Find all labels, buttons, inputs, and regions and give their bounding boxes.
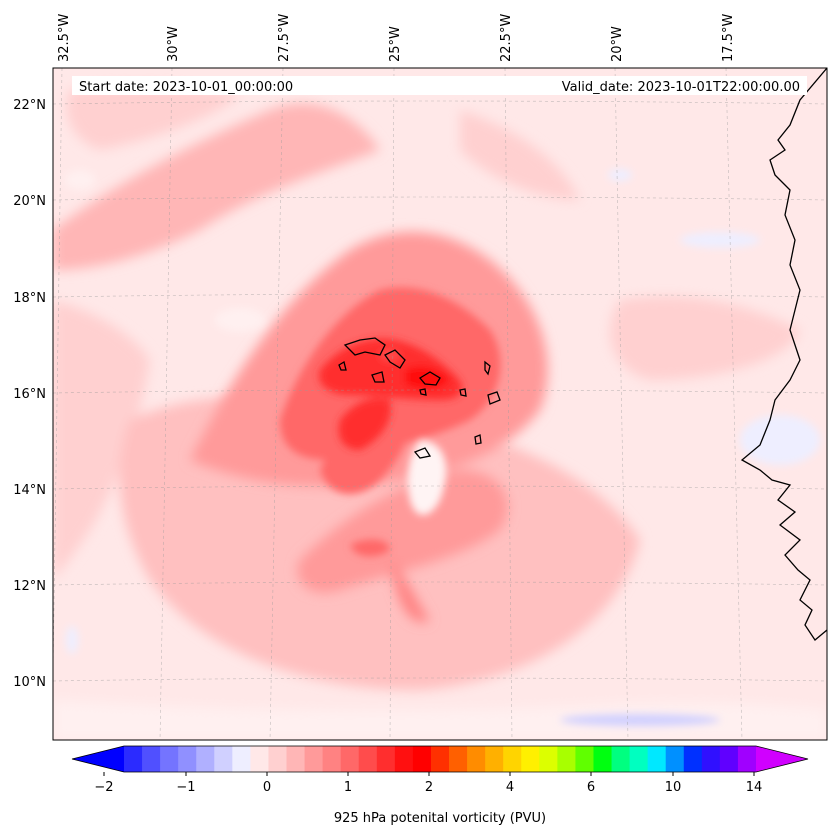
lon-label: 17.5°W xyxy=(721,14,736,62)
colorbar-swatch xyxy=(521,746,540,772)
colorbar-swatch xyxy=(394,746,414,772)
colorbar-swatch xyxy=(485,746,504,772)
colorbar-tick-label: 4 xyxy=(506,780,514,795)
colorbar-swatch xyxy=(286,746,306,772)
lon-label: 27.5°W xyxy=(277,14,292,62)
colorbar-tick-label: −2 xyxy=(94,780,113,795)
colorbar-swatch xyxy=(340,746,360,772)
colorbar-swatch xyxy=(683,746,703,772)
colorbar-swatch xyxy=(467,746,486,772)
colorbar: −2 −1 0 1 2 4 6 10 14 xyxy=(71,745,809,795)
colorbar-swatch xyxy=(376,746,396,772)
colorbar-tick-label: 6 xyxy=(587,780,595,795)
lat-label: 10°N xyxy=(13,675,46,690)
colorbar-swatch xyxy=(124,746,143,772)
colorbar-swatch xyxy=(449,746,468,772)
colorbar-swatch xyxy=(719,746,739,772)
lon-label: 32.5°W xyxy=(57,14,72,62)
colorbar-swatch xyxy=(503,746,522,772)
pv-low-slot xyxy=(65,170,447,515)
colorbar-swatch xyxy=(737,746,757,772)
colorbar-outline xyxy=(71,745,809,773)
colorbar-label: 925 hPa potenital vorticity (PVU) xyxy=(334,811,546,826)
valid-date-label: Valid_date: 2023-10-01T22:00:00.00 xyxy=(562,80,800,95)
lat-label: 14°N xyxy=(13,483,46,498)
colorbar-swatch xyxy=(178,746,197,772)
colorbar-swatch xyxy=(701,746,721,772)
lon-label: 20°W xyxy=(610,26,625,62)
longitude-labels: 32.5°W 30°W 27.5°W 25°W 22.5°W 20°W 17.5… xyxy=(57,14,736,62)
colorbar-swatch xyxy=(322,746,342,772)
colorbar-swatch xyxy=(268,746,288,772)
colorbar-swatch xyxy=(214,746,233,772)
lon-label: 22.5°W xyxy=(499,14,514,62)
colorbar-tick-label: 1 xyxy=(344,780,352,795)
colorbar-swatch xyxy=(539,746,558,772)
colorbar-tick-label: 14 xyxy=(746,780,763,795)
colorbar-swatch xyxy=(430,746,450,772)
colorbar-swatch xyxy=(142,746,161,772)
lat-label: 18°N xyxy=(13,291,46,306)
pv-negative-patches xyxy=(66,169,820,726)
colorbar-swatch xyxy=(358,746,378,772)
colorbar-swatch xyxy=(575,746,594,772)
date-banner xyxy=(72,76,807,95)
colorbar-arrow-high xyxy=(756,746,808,772)
colorbar-swatch xyxy=(196,746,215,772)
colorbar-swatch xyxy=(232,746,251,772)
lat-label: 16°N xyxy=(13,387,46,402)
colorbar-tick-label: −1 xyxy=(176,780,195,795)
pv-field xyxy=(53,68,827,740)
colorbar-swatch xyxy=(629,746,649,772)
start-date-label: Start date: 2023-10-01_00:00:00 xyxy=(79,80,293,95)
colorbar-arrow-low xyxy=(72,746,124,772)
map-frame xyxy=(52,67,828,741)
colorbar-swatch xyxy=(160,746,179,772)
lat-label: 20°N xyxy=(13,194,46,209)
lat-label: 22°N xyxy=(13,98,46,113)
colorbar-swatch xyxy=(611,746,631,772)
colorbar-swatch xyxy=(593,746,613,772)
gridlines xyxy=(53,68,827,740)
colorbar-tick-label: 0 xyxy=(263,780,271,795)
colorbar-tick-label: 10 xyxy=(665,780,682,795)
lon-label: 25°W xyxy=(388,26,403,62)
lon-label: 30°W xyxy=(166,26,181,62)
colorbar-swatch xyxy=(304,746,324,772)
colorbar-swatch xyxy=(557,746,576,772)
coastlines xyxy=(338,68,827,641)
colorbar-swatch xyxy=(250,746,269,772)
colorbar-swatch xyxy=(665,746,685,772)
colorbar-tick-label: 2 xyxy=(425,780,433,795)
latitude-labels: 22°N 20°N 18°N 16°N 14°N 12°N 10°N xyxy=(13,98,46,690)
colorbar-swatch xyxy=(647,746,667,772)
colorbar-swatch xyxy=(412,746,432,772)
lat-label: 12°N xyxy=(13,579,46,594)
